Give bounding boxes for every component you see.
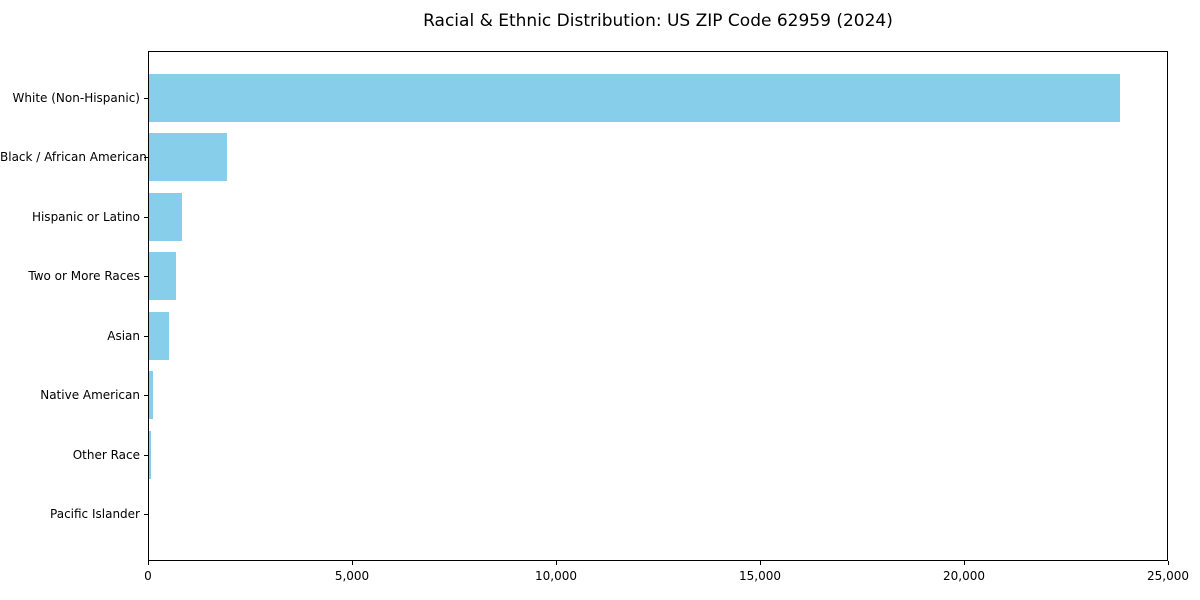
y-tick-mark xyxy=(144,336,148,337)
y-tick-label: Hispanic or Latino xyxy=(31,210,140,224)
y-tick-label: Black / African American xyxy=(0,150,147,164)
y-tick-label: White (Non-Hispanic) xyxy=(12,91,140,105)
y-tick-mark xyxy=(144,217,148,218)
x-tick-label: 20,000 xyxy=(943,569,985,583)
y-tick-label: Pacific Islander xyxy=(50,507,140,521)
x-tick-label: 25,000 xyxy=(1147,569,1189,583)
x-tick-mark xyxy=(760,561,761,565)
x-tick-label: 10,000 xyxy=(535,569,577,583)
x-tick-label: 0 xyxy=(144,569,152,583)
y-tick-mark xyxy=(144,455,148,456)
y-tick-mark xyxy=(144,395,148,396)
x-tick-mark xyxy=(1168,561,1169,565)
y-tick-label: Native American xyxy=(40,388,140,402)
bar-black-african-american xyxy=(149,133,227,181)
bar-two-or-more-races xyxy=(149,252,176,300)
bar-asian xyxy=(149,312,169,360)
x-tick-label: 5,000 xyxy=(334,569,370,583)
x-tick-mark xyxy=(352,561,353,565)
x-tick-mark xyxy=(556,561,557,565)
y-tick-mark xyxy=(144,514,148,515)
x-tick-mark xyxy=(964,561,965,565)
y-tick-mark xyxy=(144,98,148,99)
chart-title: Racial & Ethnic Distribution: US ZIP Cod… xyxy=(423,11,893,31)
bar-other-race xyxy=(149,431,151,479)
y-tick-label: Other Race xyxy=(72,448,140,462)
x-tick-label: 15,000 xyxy=(739,569,781,583)
bar-native-american xyxy=(149,371,153,419)
bar-white-non-hispanic xyxy=(149,74,1120,122)
bar-hispanic-or-latino xyxy=(149,193,182,241)
y-tick-mark xyxy=(144,157,148,158)
y-tick-mark xyxy=(144,276,148,277)
y-tick-label: Asian xyxy=(107,329,140,343)
plot-area xyxy=(148,51,1168,561)
y-tick-label: Two or More Races xyxy=(28,269,140,283)
x-tick-mark xyxy=(148,561,149,565)
